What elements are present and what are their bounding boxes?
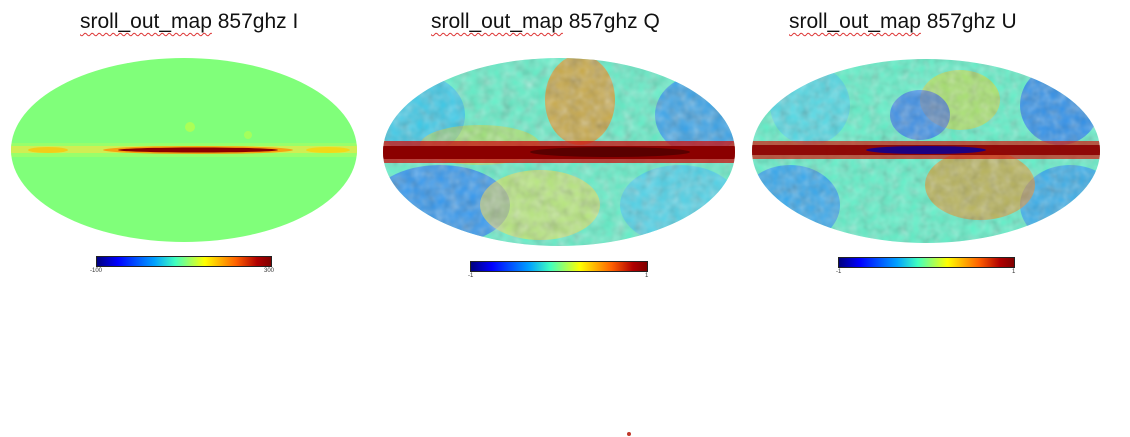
red-dot [627, 432, 631, 436]
map-name: sroll_out_map [80, 10, 212, 33]
map-name: sroll_out_map [431, 10, 563, 33]
map-name: sroll_out_map [789, 10, 921, 33]
map-label: 857ghz Q [562, 10, 660, 33]
map-label: 857ghz U [920, 10, 1017, 33]
intensity-mollweide-map [11, 58, 357, 242]
map-title-u: sroll_out_map 857ghz U [789, 10, 1017, 34]
colorbar-max-label: 300 [264, 268, 275, 274]
colorbar-min-label: -1 [468, 273, 474, 279]
map-title-q: sroll_out_map 857ghz Q [431, 10, 660, 34]
u-colorbar [838, 257, 1015, 268]
colorbar-min-label: -1 [836, 269, 842, 275]
q-colorbar [470, 261, 648, 272]
map-label: 857ghz I [211, 10, 299, 33]
intensity-colorbar [96, 256, 272, 267]
colorbar-max-label: 1 [1012, 269, 1016, 275]
colorbar-min-label: -100 [90, 268, 103, 274]
map-title-i: sroll_out_map 857ghz I [80, 10, 298, 34]
u-polarization-mollweide-map [752, 59, 1100, 243]
colorbar-max-label: 1 [645, 273, 649, 279]
q-polarization-mollweide-map [383, 58, 735, 246]
